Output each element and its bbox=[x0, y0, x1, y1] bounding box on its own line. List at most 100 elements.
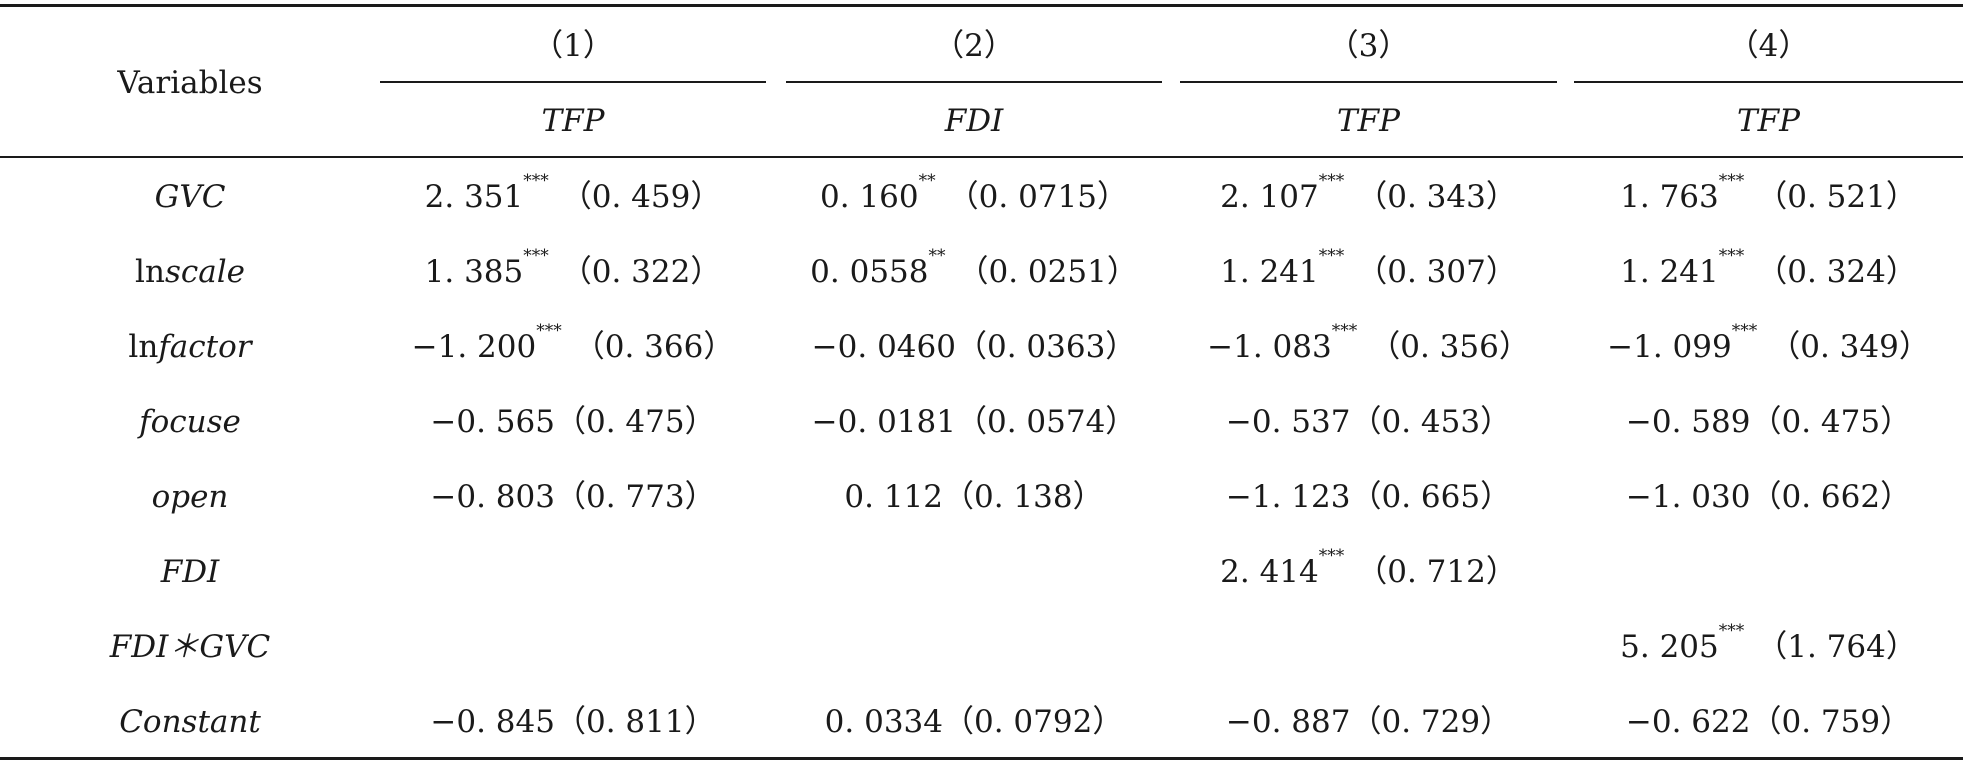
standard-error: （0. 343） bbox=[1356, 179, 1517, 215]
dep-var-4: TFP bbox=[1736, 103, 1801, 139]
column-group-rule-4 bbox=[1574, 81, 1963, 83]
coefficient: 0. 0334 bbox=[824, 704, 943, 740]
table-cell: 0. 0558** （0. 0251） bbox=[786, 246, 1162, 292]
significance-stars: *** bbox=[1318, 246, 1345, 266]
table-cell: −1. 083*** （0. 356） bbox=[1180, 321, 1557, 367]
row-label-text: FDI bbox=[160, 554, 220, 590]
standard-error: （0. 138） bbox=[943, 479, 1104, 515]
coefficient: −1. 030 bbox=[1625, 479, 1751, 515]
table-cell: 2. 107*** （0. 343） bbox=[1180, 171, 1557, 217]
table-cell: −0. 845（0. 811） bbox=[380, 702, 766, 742]
standard-error: （0. 811） bbox=[554, 704, 716, 740]
standard-error: （0. 0792） bbox=[943, 704, 1124, 740]
standard-error: （0. 475） bbox=[554, 404, 716, 440]
table-cell: −1. 030（0. 662） bbox=[1574, 477, 1963, 517]
row-label: GVC bbox=[0, 177, 380, 217]
column-group-rule-1 bbox=[380, 81, 766, 83]
table-cell: 1. 241*** （0. 324） bbox=[1574, 246, 1963, 292]
table-cell: 1. 241*** （0. 307） bbox=[1180, 246, 1557, 292]
coefficient: 5. 205 bbox=[1620, 629, 1719, 665]
row-label-text: GVC bbox=[154, 179, 226, 215]
row-label: lnscale bbox=[0, 252, 380, 292]
coefficient: −0. 845 bbox=[430, 704, 555, 740]
coefficient: 1. 241 bbox=[1220, 254, 1319, 290]
standard-error: （0. 356） bbox=[1369, 329, 1530, 365]
coefficient: −0. 0460 bbox=[811, 329, 956, 365]
col-number-2: （2） bbox=[933, 28, 1015, 64]
coefficient: 0. 160 bbox=[820, 179, 919, 215]
significance-stars: *** bbox=[1718, 171, 1745, 191]
coefficient: 0. 0558 bbox=[810, 254, 929, 290]
row-label-italic: factor bbox=[158, 329, 252, 365]
table-cell: −1. 123（0. 665） bbox=[1180, 477, 1557, 517]
table-cell: −0. 537（0. 453） bbox=[1180, 402, 1557, 442]
dep-var-2: FDI bbox=[944, 103, 1004, 139]
row-label-text: Constant bbox=[119, 704, 261, 740]
coefficient: −0. 565 bbox=[430, 404, 555, 440]
row-label-text: focuse bbox=[139, 404, 241, 440]
coefficient: −0. 0181 bbox=[811, 404, 956, 440]
coefficient: 2. 107 bbox=[1220, 179, 1319, 215]
row-label-text: FDI＊GVC bbox=[109, 629, 271, 665]
table-cell: 2. 414*** （0. 712） bbox=[1180, 546, 1557, 592]
standard-error: （0. 729） bbox=[1350, 704, 1512, 740]
table-cell: 0. 0334（0. 0792） bbox=[786, 702, 1162, 742]
standard-error: （0. 773） bbox=[554, 479, 716, 515]
significance-stars: *** bbox=[523, 246, 549, 266]
significance-stars: *** bbox=[1718, 621, 1745, 641]
coefficient: −0. 803 bbox=[430, 479, 555, 515]
standard-error: （0. 459） bbox=[560, 179, 722, 215]
column-group-rule-2 bbox=[786, 81, 1162, 83]
variables-header: Variables bbox=[117, 65, 263, 101]
coefficient: −0. 537 bbox=[1225, 404, 1351, 440]
row-label-italic: scale bbox=[164, 254, 245, 290]
coefficient: 1. 385 bbox=[424, 254, 524, 290]
significance-stars: ** bbox=[918, 171, 936, 191]
standard-error: （1. 764） bbox=[1756, 629, 1917, 665]
row-label: open bbox=[0, 477, 380, 517]
table-cell: 5. 205*** （1. 764） bbox=[1574, 621, 1963, 667]
significance-stars: *** bbox=[1331, 321, 1358, 341]
top-rule bbox=[0, 4, 1963, 7]
standard-error: （0. 0715） bbox=[947, 179, 1128, 215]
col-number-4: （4） bbox=[1727, 28, 1810, 64]
bottom-rule bbox=[0, 757, 1963, 760]
significance-stars: *** bbox=[536, 321, 562, 341]
row-label: focuse bbox=[0, 402, 380, 442]
coefficient: −1. 200 bbox=[411, 329, 537, 365]
table-cell: −0. 0460（0. 0363） bbox=[786, 327, 1162, 367]
coefficient: −1. 099 bbox=[1607, 329, 1732, 365]
row-label-prefix: ln bbox=[128, 329, 159, 365]
table-cell: −0. 803（0. 773） bbox=[380, 477, 766, 517]
coefficient: 1. 241 bbox=[1620, 254, 1719, 290]
column-group-rule-3 bbox=[1180, 81, 1557, 83]
coefficient: 2. 414 bbox=[1220, 554, 1319, 590]
standard-error: （0. 759） bbox=[1750, 704, 1912, 740]
coefficient: −1. 123 bbox=[1225, 479, 1351, 515]
table-cell: −0. 589（0. 475） bbox=[1574, 402, 1963, 442]
standard-error: （0. 712） bbox=[1356, 554, 1517, 590]
standard-error: （0. 324） bbox=[1756, 254, 1917, 290]
table-cell: 2. 351*** （0. 459） bbox=[380, 171, 766, 217]
table-cell: −0. 622（0. 759） bbox=[1574, 702, 1963, 742]
table-cell: 1. 385*** （0. 322） bbox=[380, 246, 766, 292]
table-cell: −0. 887（0. 729） bbox=[1180, 702, 1557, 742]
standard-error: （0. 366） bbox=[573, 329, 735, 365]
significance-stars: *** bbox=[523, 171, 549, 191]
row-label: FDI＊GVC bbox=[0, 627, 380, 667]
row-label-prefix: ln bbox=[135, 254, 165, 290]
col-number-3: （3） bbox=[1327, 28, 1410, 64]
significance-stars: *** bbox=[1318, 171, 1345, 191]
standard-error: （0. 0363） bbox=[955, 329, 1137, 365]
table-cell: 1. 763*** （0. 521） bbox=[1574, 171, 1963, 217]
coefficient: 2. 351 bbox=[424, 179, 524, 215]
table-cell: −1. 200*** （0. 366） bbox=[380, 321, 766, 367]
header-bottom-rule bbox=[0, 156, 1963, 158]
table-cell: −0. 565（0. 475） bbox=[380, 402, 766, 442]
standard-error: （0. 475） bbox=[1750, 404, 1912, 440]
coefficient: 0. 112 bbox=[844, 479, 943, 515]
significance-stars: *** bbox=[1318, 546, 1345, 566]
table-cell: −0. 0181（0. 0574） bbox=[786, 402, 1162, 442]
coefficient: 1. 763 bbox=[1620, 179, 1719, 215]
standard-error: （0. 453） bbox=[1350, 404, 1512, 440]
